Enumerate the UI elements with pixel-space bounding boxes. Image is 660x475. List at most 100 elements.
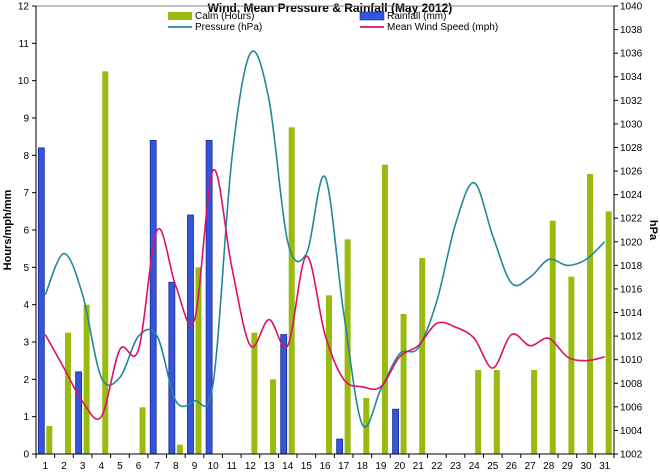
- right-tick-label: 1040: [620, 2, 643, 13]
- x-tick-label: 27: [525, 461, 537, 472]
- right-tick-label: 1014: [620, 308, 643, 319]
- calm-bar: [549, 220, 556, 454]
- x-tick-label: 14: [282, 461, 294, 472]
- right-tick-label: 1002: [620, 450, 643, 461]
- rainfall-bar: [280, 334, 288, 455]
- x-tick-label: 6: [136, 461, 142, 472]
- x-tick-label: 23: [450, 461, 462, 472]
- calm-bar: [83, 304, 90, 454]
- legend-pressure-label: Pressure (hPa): [195, 22, 262, 33]
- x-tick-label: 8: [173, 461, 179, 472]
- calm-bar: [419, 258, 426, 454]
- left-tick-label: 8: [23, 151, 29, 162]
- pressure-line: [44, 50, 606, 428]
- x-tick-label: 19: [375, 461, 387, 472]
- right-tick-label: 1020: [620, 237, 643, 248]
- calm-bar: [46, 426, 53, 454]
- x-tick-label: 10: [208, 461, 220, 472]
- x-tick-label: 29: [562, 461, 574, 472]
- x-tick-label: 15: [301, 461, 313, 472]
- legend: Calm (Hours) Rainfall (mm) Pressure (hPa) M…: [168, 11, 498, 33]
- right-tick-label: 1022: [620, 214, 643, 225]
- right-tick-label: 1024: [620, 190, 643, 201]
- axes: [35, 5, 615, 455]
- right-tick-label: 1028: [620, 143, 643, 154]
- x-tick-label: 26: [506, 461, 518, 472]
- right-tick-label: 1038: [620, 25, 643, 36]
- left-tick-label: 12: [18, 2, 30, 13]
- x-tick-label: 4: [98, 461, 104, 472]
- right-tick-label: 1032: [620, 96, 643, 107]
- left-tick-label: 0: [23, 450, 29, 461]
- wind-speed-line: [44, 169, 605, 420]
- x-tick-label: 16: [319, 461, 331, 472]
- right-tick-label: 1026: [620, 167, 643, 178]
- chart-title: Wind, Mean Pressure & Rainfall (May 2012…: [208, 1, 453, 15]
- left-tick-label: 5: [23, 263, 29, 274]
- y-axis-right-label: hPa: [647, 220, 659, 241]
- right-tick-label: 1034: [620, 72, 643, 83]
- right-ticks: 1002 1004 1006 1008 1010 1012 1014 1016 1018 1020…: [614, 2, 643, 461]
- left-tick-label: 6: [23, 226, 29, 237]
- left-tick-label: 2: [23, 375, 29, 386]
- calm-bar: [568, 276, 575, 454]
- lines-layer: [44, 50, 606, 428]
- right-tick-label: 1018: [620, 261, 643, 272]
- x-tick-label: 17: [338, 461, 350, 472]
- x-tick-label: 9: [192, 461, 198, 472]
- x-tick-label: 28: [543, 461, 555, 472]
- x-tick-label: 5: [117, 461, 123, 472]
- rainfall-bar: [75, 371, 83, 455]
- calm-bar: [493, 370, 500, 454]
- calm-bar: [139, 407, 146, 454]
- y-axis-left-label: Hours/mph/mm: [2, 189, 14, 270]
- x-tick-label: 3: [80, 461, 86, 472]
- calm-bar: [251, 332, 258, 454]
- calm-bar: [587, 174, 594, 454]
- calm-bar: [195, 267, 202, 454]
- calm-bar: [270, 379, 277, 454]
- legend-wind-speed-label: Mean Wind Speed (mph): [387, 22, 498, 33]
- bars-layer: [37, 71, 612, 455]
- legend-rainfall-label: Rainfall (mm): [387, 11, 446, 22]
- calm-bar: [605, 211, 612, 454]
- right-tick-label: 1006: [620, 402, 643, 413]
- legend-calm-label: Calm (Hours): [195, 11, 254, 22]
- right-tick-label: 1008: [620, 379, 643, 390]
- calm-bar: [326, 295, 332, 454]
- x-tick-label: 25: [487, 461, 499, 472]
- right-tick-label: 1012: [620, 332, 643, 343]
- rainfall-bar: [187, 214, 194, 455]
- calm-bar: [381, 164, 388, 454]
- x-tick-label: 21: [413, 461, 425, 472]
- x-tick-label: 2: [61, 461, 67, 472]
- x-tick-label: 7: [154, 461, 160, 472]
- rainfall-bar: [149, 139, 157, 455]
- calm-bar: [531, 370, 538, 454]
- calm-bar: [176, 444, 183, 454]
- right-tick-label: 1036: [620, 49, 643, 60]
- calm-bar: [475, 370, 482, 454]
- x-tick-label: 22: [431, 461, 443, 472]
- x-tick-label: 11: [227, 461, 238, 472]
- x-tick-label: 13: [264, 461, 276, 472]
- calm-bar: [102, 71, 109, 454]
- right-tick-label: 1030: [620, 119, 643, 130]
- left-tick-label: 1: [23, 412, 29, 423]
- x-tick-label: 1: [43, 461, 49, 472]
- x-ticks: 1 2 3 4 5 6 7 8 9 10 11 12 13 14 15 16 17 18 19 20 21 22 23 24 2…: [35, 454, 615, 472]
- x-tick-label: 18: [357, 461, 369, 472]
- rainfall-bar: [392, 408, 399, 455]
- calm-bar: [288, 127, 295, 454]
- x-tick-label: 31: [599, 461, 611, 472]
- left-tick-label: 10: [18, 76, 30, 87]
- calm-bar: [64, 332, 71, 454]
- x-tick-label: 30: [580, 461, 592, 472]
- left-tick-label: 9: [23, 114, 29, 125]
- left-tick-label: 7: [23, 188, 29, 199]
- rainfall-bar: [168, 281, 176, 455]
- left-tick-label: 4: [23, 300, 29, 311]
- legend-calm-swatch: [168, 12, 192, 20]
